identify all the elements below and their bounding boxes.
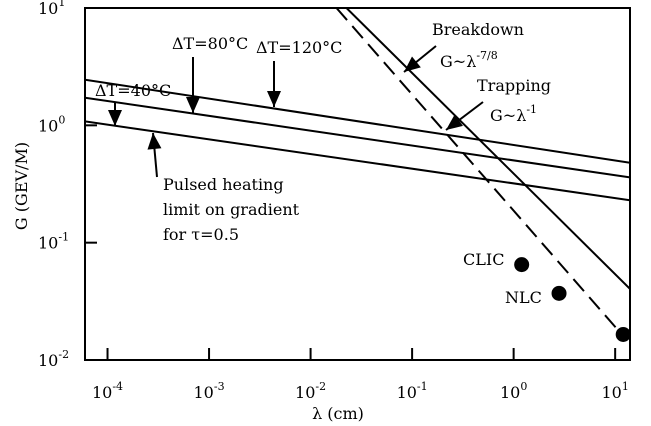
annotation-arrows [108,45,484,178]
y-tick-label: 100 [38,113,65,135]
clic-label: CLIC [463,250,504,269]
series-line-3 [345,8,630,290]
axis-ticks: 10-4 10-3 10-2 10-1 100 101 10-2 10-1 100 101 [38,0,629,402]
dt120-label: ΔT=120°C [256,38,342,57]
trapping-formula-base: G~λ [490,106,526,125]
x-tick-label: 10-3 [194,380,225,402]
data-point-2 [615,326,631,342]
nlc-label: NLC [505,288,542,307]
breakdown-formula-exp: -7/8 [476,49,497,62]
x-tick-label: 101 [601,380,628,402]
y-tick-label: 10-2 [38,348,69,370]
trapping-formula-exp: -1 [526,103,537,116]
breakdown-formula-base: G~λ [440,52,476,71]
data-points [514,257,631,342]
series-line-1 [85,96,630,179]
dt120-arrow-head [267,91,281,107]
series-line-0 [85,120,630,202]
trapping-arrow-head [446,114,463,130]
y-tick-label: 10-1 [38,231,69,253]
dt40-arrow-head [108,110,122,126]
x-tick-label: 10-1 [397,380,428,402]
series-lines [85,8,630,337]
trapping-formula: G~λ-1 [490,103,537,125]
y-axis-label: G (GEV/M) [12,142,31,230]
dt40-label: ΔT=40°C [95,81,171,100]
x-tick-label: 10-4 [92,380,123,402]
x-tick-label: 10-2 [295,380,326,402]
data-point-0 [514,257,530,273]
pulsed-heating-line1: Pulsed heating [163,175,284,194]
series-line-4 [335,8,624,337]
pulsed-heating-line2: limit on gradient [163,200,300,219]
pulsed-heating-arrow-head [147,133,162,150]
breakdown-title: Breakdown [432,20,524,39]
dt80-label: ΔT=80°C [172,34,248,53]
dt80-arrow-head [186,97,200,113]
data-point-1 [551,285,567,301]
pulsed-heating-line3: for τ=0.5 [163,225,239,244]
breakdown-arrow-head [404,56,421,72]
breakdown-formula: G~λ-7/8 [440,49,498,71]
x-tick-label: 100 [500,380,527,402]
trapping-title: Trapping [477,76,551,95]
series-line-2 [85,78,630,164]
x-axis-label: λ (cm) [312,404,364,423]
plot-frame [84,7,631,361]
y-tick-label: 101 [38,0,65,18]
